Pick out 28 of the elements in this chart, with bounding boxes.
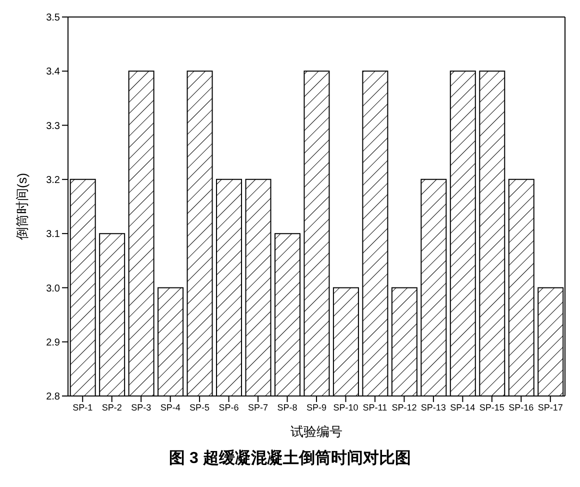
y-tick-label: 3.5 <box>46 12 60 24</box>
x-tick-label: SP-12 <box>392 402 417 412</box>
x-tick-label: SP-17 <box>538 402 563 412</box>
x-tick-label: SP-6 <box>218 402 239 412</box>
y-axis-title: 倒筒时间(s) <box>14 172 30 240</box>
x-tick-label: SP-5 <box>190 402 210 412</box>
x-tick-label: SP-4 <box>160 402 180 412</box>
x-tick-label: SP-13 <box>420 402 446 412</box>
text: 图 3 超缓凝混凝土倒筒时间对比图 <box>168 448 412 469</box>
y-tick-label: 2.9 <box>46 337 60 348</box>
y-tick-label: 3.0 <box>46 283 60 294</box>
x-tick-label: SP-14 <box>450 402 476 412</box>
x-tick-label: SP-15 <box>479 402 504 412</box>
y-tick-label: 3.4 <box>46 66 60 78</box>
x-tick-label: SP-10 <box>333 402 358 412</box>
y-tick-label: 3.1 <box>46 229 60 240</box>
x-axis-title: 试验编号 <box>290 424 342 439</box>
x-tick-label: SP-8 <box>277 402 298 412</box>
x-tick-label: SP-11 <box>362 402 388 412</box>
y-tick-label: 3.3 <box>46 120 60 132</box>
x-tick-label: SP-9 <box>306 402 327 412</box>
x-tick-label: SP-7 <box>248 402 268 412</box>
y-tick-label: 2.8 <box>46 392 60 403</box>
y-tick-label: 3.2 <box>46 174 60 186</box>
x-tick-label: SP-2 <box>102 402 122 412</box>
x-tick-label: SP-1 <box>72 402 93 412</box>
x-tick-label: SP-16 <box>508 402 534 412</box>
x-tick-label: SP-3 <box>131 402 152 412</box>
